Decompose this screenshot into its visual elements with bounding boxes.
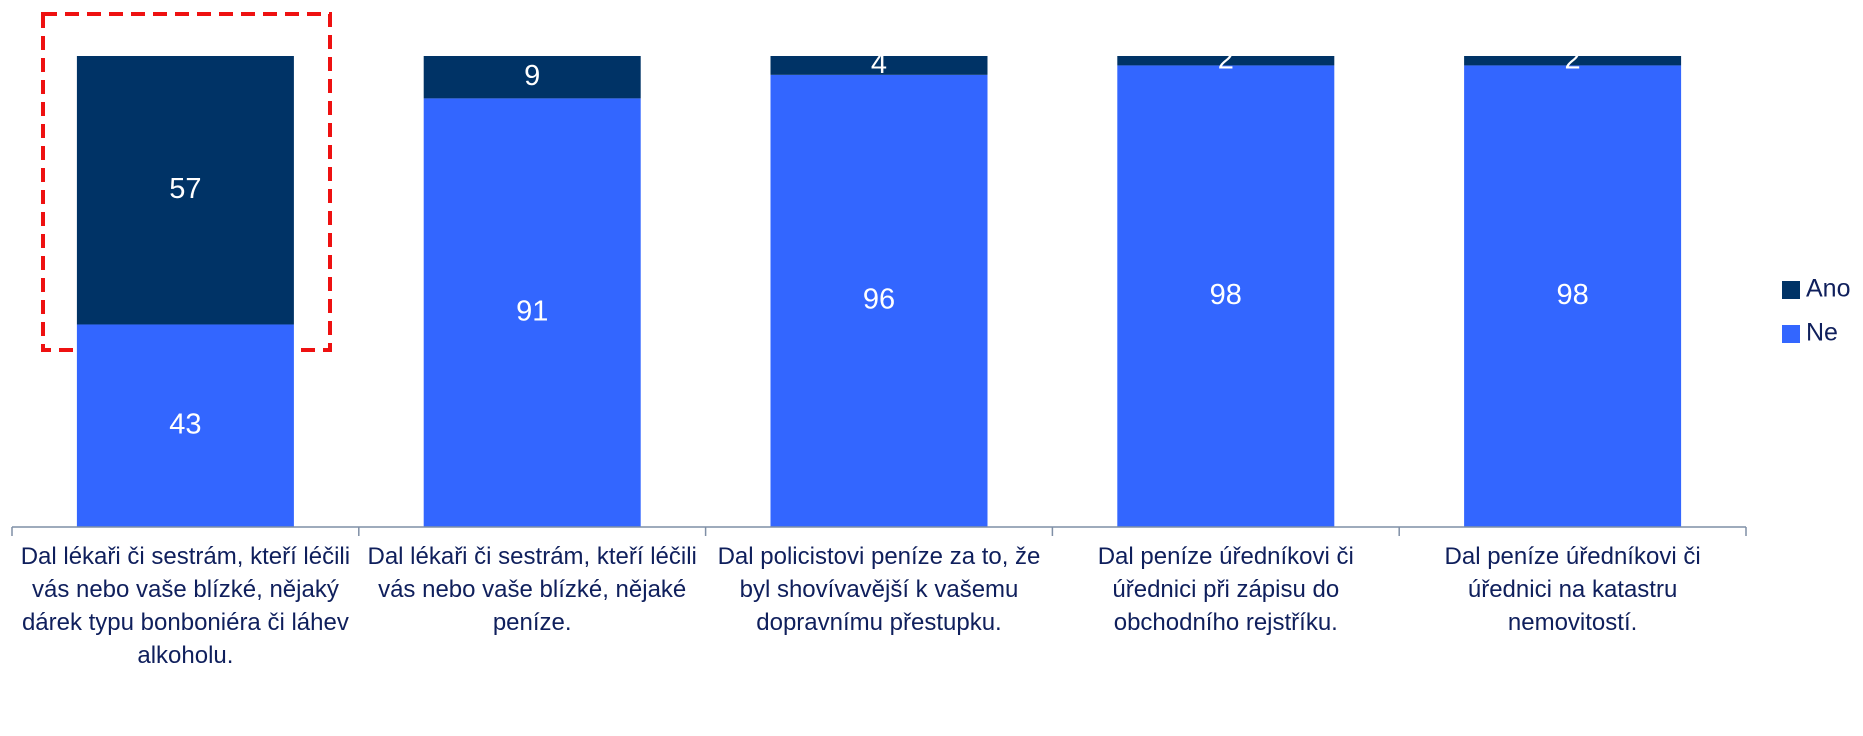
data-label: 43 [169,408,201,440]
bar-segment [1464,65,1682,528]
legend-label: Ne [1806,319,1838,347]
bar-segment [1464,56,1682,66]
data-label: 4 [871,48,887,80]
data-label: 9 [524,60,540,92]
x-tick-label: Dal policistovi peníze za to, že byl sho… [717,543,1041,636]
bar-segment [770,56,988,75]
bar-segment [76,56,294,325]
data-label: 98 [1556,279,1588,311]
bar-segment [770,74,988,527]
x-tick-label: Dal lékaři či sestrám, kteří léčili vás … [367,543,697,636]
bar-segment [76,324,294,527]
data-label: 96 [863,284,895,316]
x-tick-label: Dal peníze úředníkovi či úřednici na kat… [1444,543,1701,636]
legend-swatch [1782,325,1800,343]
data-label: 91 [516,295,548,327]
data-label: 2 [1218,43,1234,75]
x-tick-label: Dal lékaři či sestrám, kteří léčili vás … [20,543,351,669]
highlight-box [41,12,332,352]
legend-swatch [1782,281,1800,299]
data-label: 2 [1565,43,1581,75]
bar-segment [423,98,641,527]
bar-segment [1117,65,1335,528]
data-label: 57 [169,173,201,205]
bar-segment [423,56,641,99]
data-label: 98 [1210,279,1242,311]
legend-label: Ano [1806,275,1850,303]
bar-segment [1117,56,1335,66]
x-tick-label: Dal peníze úředníkovi či úřednici při zá… [1097,543,1354,636]
